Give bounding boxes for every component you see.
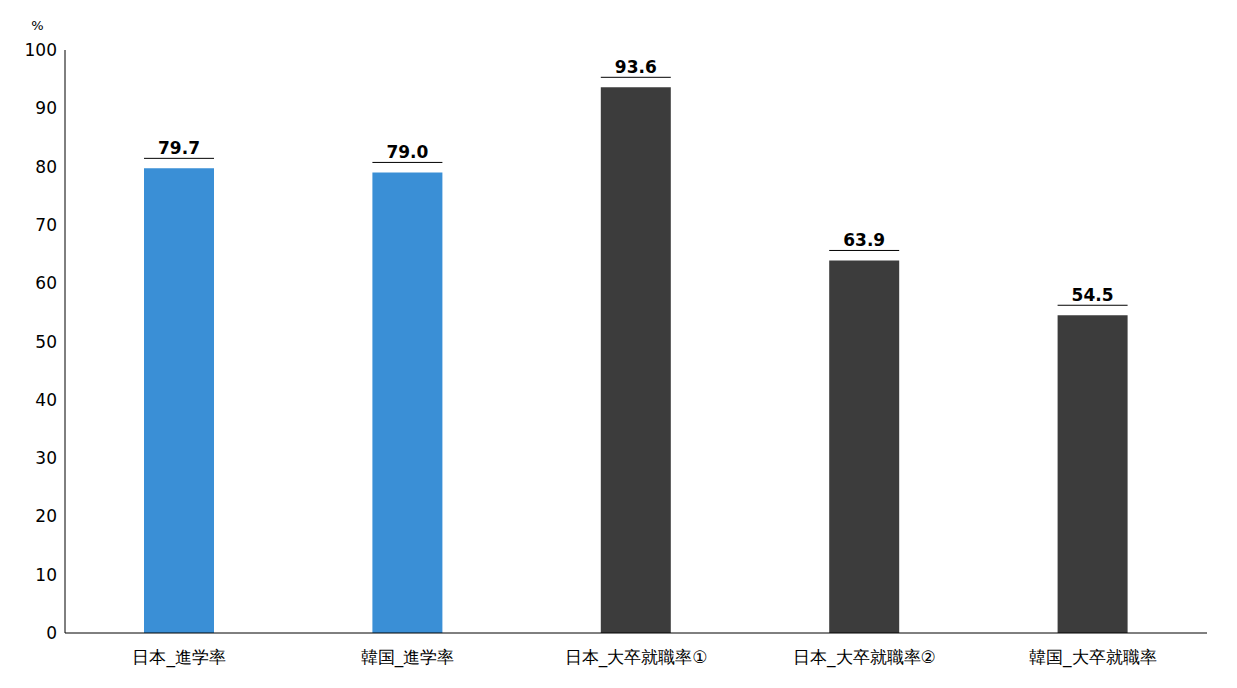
- svg-text:100: 100: [25, 40, 57, 60]
- svg-text:54.5: 54.5: [1072, 285, 1114, 305]
- svg-text:日本_進学率: 日本_進学率: [132, 647, 226, 668]
- svg-text:30: 30: [35, 448, 57, 468]
- svg-text:60: 60: [35, 273, 57, 293]
- svg-text:日本_大卒就職率②: 日本_大卒就職率②: [793, 647, 936, 668]
- svg-text:%: %: [31, 18, 43, 33]
- svg-text:0: 0: [46, 623, 57, 643]
- svg-text:90: 90: [35, 98, 57, 118]
- svg-text:40: 40: [35, 390, 57, 410]
- svg-text:50: 50: [35, 332, 57, 352]
- svg-text:韓国_大卒就職率: 韓国_大卒就職率: [1029, 647, 1157, 668]
- svg-text:韓国_進学率: 韓国_進学率: [361, 647, 455, 668]
- svg-text:日本_大卒就職率①: 日本_大卒就職率①: [565, 647, 708, 668]
- svg-text:80: 80: [35, 157, 57, 177]
- svg-text:79.7: 79.7: [158, 138, 200, 158]
- svg-text:79.0: 79.0: [386, 142, 428, 162]
- svg-text:70: 70: [35, 215, 57, 235]
- svg-text:20: 20: [35, 506, 57, 526]
- svg-text:63.9: 63.9: [843, 230, 885, 250]
- svg-text:10: 10: [35, 565, 57, 585]
- svg-text:93.6: 93.6: [615, 57, 657, 77]
